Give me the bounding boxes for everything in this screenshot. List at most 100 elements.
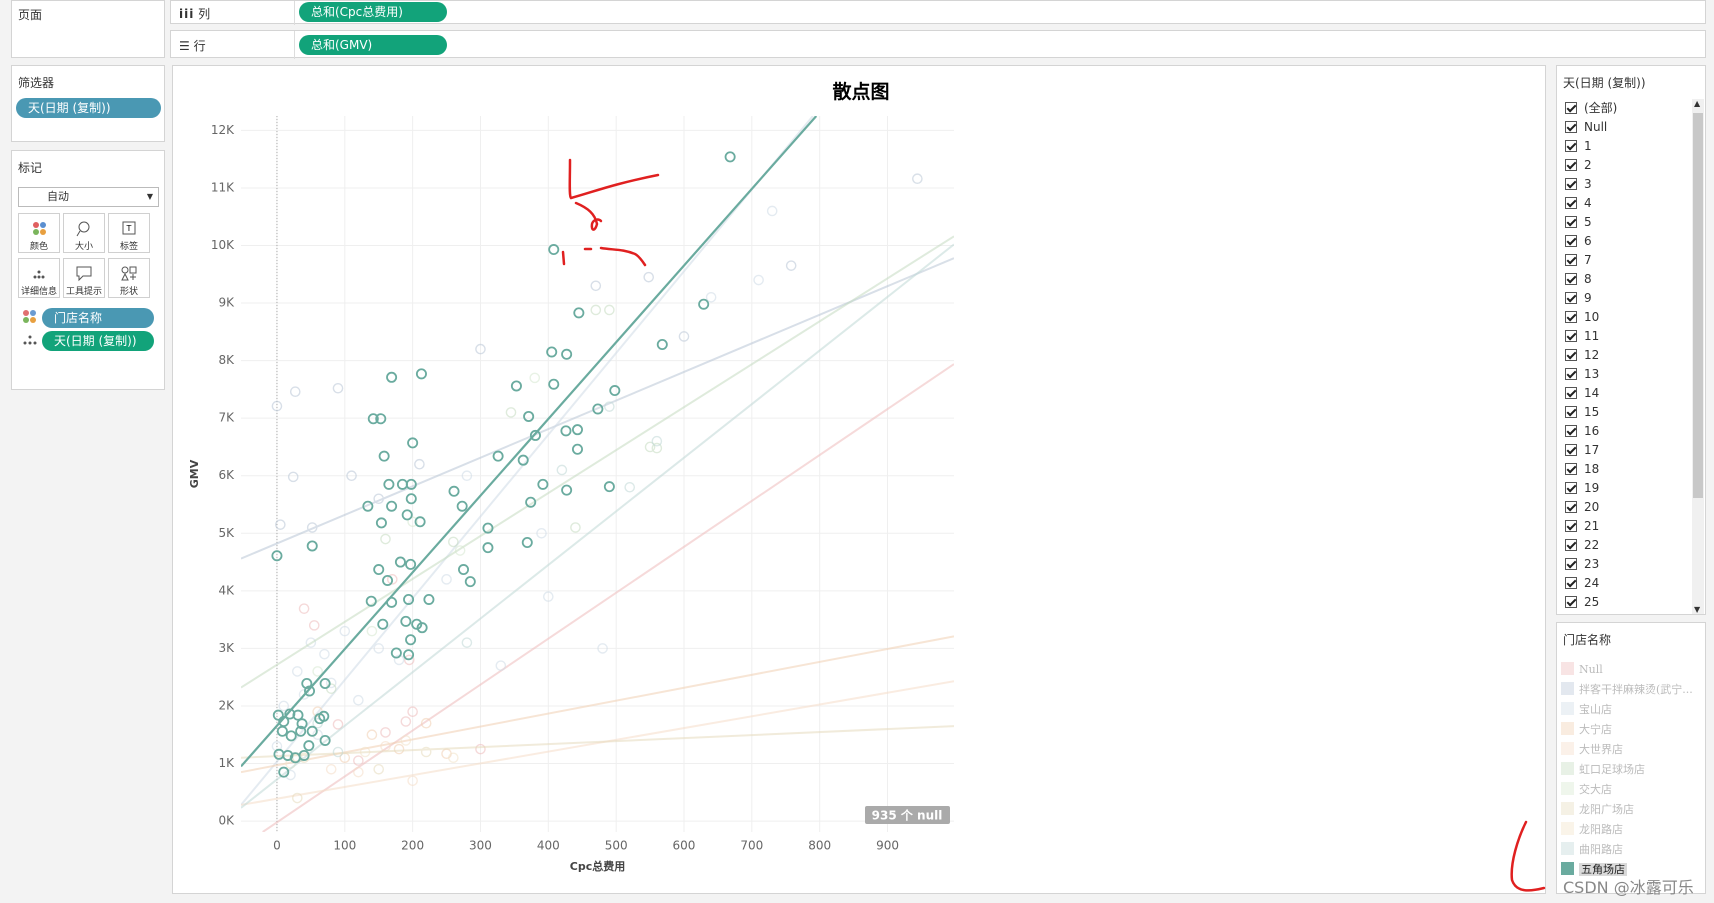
filter-item[interactable]: 4	[1565, 194, 1592, 213]
mark-button[interactable]: T 标签	[108, 213, 150, 253]
scroll-thumb[interactable]	[1693, 113, 1703, 498]
point	[592, 403, 604, 415]
checkbox[interactable]	[1565, 539, 1577, 551]
legend-item[interactable]: 龙阳广场店	[1561, 801, 1705, 819]
checkbox[interactable]	[1565, 197, 1577, 209]
point	[380, 727, 391, 738]
series	[241, 680, 954, 806]
filter-item[interactable]: 3	[1565, 175, 1592, 194]
scrollbar[interactable]: ▲ ▼	[1692, 99, 1704, 614]
rows-pill[interactable]: 总和(GMV)	[299, 35, 447, 55]
filter-item[interactable]: 20	[1565, 498, 1599, 517]
mark-field-pill[interactable]: 门店名称	[42, 308, 154, 328]
legend-item[interactable]: 交大店	[1561, 781, 1705, 799]
filter-item[interactable]: 2	[1565, 156, 1592, 175]
point	[461, 470, 473, 482]
mark-type: 自动	[47, 190, 69, 203]
point	[332, 382, 344, 394]
checkbox[interactable]	[1565, 178, 1577, 190]
checkbox[interactable]	[1565, 501, 1577, 513]
scroll-up[interactable]: ▲	[1694, 99, 1701, 108]
mark-button[interactable]: 工具提示	[63, 258, 105, 298]
checkbox[interactable]	[1565, 330, 1577, 342]
filter-item[interactable]: 18	[1565, 460, 1599, 479]
point	[325, 763, 337, 775]
checkbox[interactable]	[1565, 463, 1577, 475]
checkbox[interactable]	[1565, 444, 1577, 456]
filter-item[interactable]: 13	[1565, 365, 1599, 384]
point	[561, 484, 573, 496]
filter-item[interactable]: 24	[1565, 574, 1599, 593]
checkbox[interactable]	[1565, 368, 1577, 380]
checkbox[interactable]	[1565, 520, 1577, 532]
point	[456, 500, 468, 512]
legend-item[interactable]: 大宁店	[1561, 721, 1705, 739]
filter-item[interactable]: 14	[1565, 384, 1599, 403]
filter-item[interactable]: 1	[1565, 137, 1592, 156]
checkbox[interactable]	[1565, 387, 1577, 399]
checkbox[interactable]	[1565, 406, 1577, 418]
checkbox[interactable]	[1565, 254, 1577, 266]
filter-item[interactable]: 21	[1565, 517, 1599, 536]
checkbox[interactable]	[1565, 292, 1577, 304]
filter-item[interactable]: 12	[1565, 346, 1599, 365]
checkbox[interactable]	[1565, 425, 1577, 437]
mark-icon	[76, 266, 92, 282]
filter-item[interactable]: 22	[1565, 536, 1599, 555]
filter-item[interactable]: 23	[1565, 555, 1599, 574]
checkbox[interactable]	[1565, 558, 1577, 570]
filter-item[interactable]: 15	[1565, 403, 1599, 422]
point	[332, 719, 344, 730]
legend-item[interactable]: 曲阳路店	[1561, 841, 1705, 859]
filter-item[interactable]: (全部)	[1565, 99, 1617, 118]
x-tick-label: 200	[401, 839, 424, 853]
filter-item-label: 13	[1584, 367, 1600, 381]
checkbox[interactable]	[1565, 311, 1577, 323]
checkbox[interactable]	[1565, 102, 1577, 114]
checkbox[interactable]	[1565, 596, 1577, 608]
filter-item[interactable]: 9	[1565, 289, 1592, 308]
x-tick-label: 0	[273, 839, 281, 853]
filter-item[interactable]: 16	[1565, 422, 1599, 441]
filter-item[interactable]: Null	[1565, 118, 1607, 137]
filter-item[interactable]: 19	[1565, 479, 1599, 498]
legend-item[interactable]: 虹口足球场店	[1561, 761, 1705, 779]
checkbox[interactable]	[1565, 273, 1577, 285]
mark-field-pill[interactable]: 天(日期 (复制))	[42, 331, 154, 351]
checkbox[interactable]	[1565, 121, 1577, 133]
point	[678, 331, 690, 342]
filter-item[interactable]: 6	[1565, 232, 1592, 251]
point	[308, 620, 320, 631]
checkbox[interactable]	[1565, 235, 1577, 247]
filter-item[interactable]: 5	[1565, 213, 1592, 232]
mark-button[interactable]: 形状	[108, 258, 150, 298]
filter-item[interactable]: 10	[1565, 308, 1599, 327]
mark-type-dropdown[interactable]: 自动 ▼	[18, 187, 159, 207]
checkbox[interactable]	[1565, 577, 1577, 589]
field-icon	[22, 332, 38, 351]
checkbox[interactable]	[1565, 349, 1577, 361]
scroll-down[interactable]: ▼	[1694, 605, 1701, 614]
legend-item[interactable]: Null	[1561, 661, 1705, 679]
legend-item[interactable]: 大世界店	[1561, 741, 1705, 759]
filter-pill[interactable]: 天(日期 (复制))	[16, 98, 161, 118]
columns-pill[interactable]: 总和(Cpc总费用)	[299, 2, 447, 22]
legend-item[interactable]: 宝山店	[1561, 701, 1705, 719]
point	[325, 683, 337, 694]
filter-item[interactable]: 7	[1565, 251, 1592, 270]
mark-button[interactable]: 大小	[63, 213, 105, 253]
legend-item[interactable]: 龙阳路店	[1561, 821, 1705, 839]
legend-item[interactable]: 五角场店	[1561, 861, 1705, 879]
checkbox[interactable]	[1565, 482, 1577, 494]
filter-item[interactable]: 8	[1565, 270, 1592, 289]
filter-item[interactable]: 17	[1565, 441, 1599, 460]
checkbox[interactable]	[1565, 216, 1577, 228]
mark-button[interactable]: 详细信息	[18, 258, 60, 298]
checkbox[interactable]	[1565, 140, 1577, 152]
filter-item[interactable]: 25	[1565, 593, 1599, 612]
checkbox[interactable]	[1565, 159, 1577, 171]
filter-item[interactable]: 11	[1565, 327, 1599, 346]
mark-button[interactable]: 颜色	[18, 213, 60, 253]
legend-item[interactable]: 拌客干拌麻辣烫(武宁...	[1561, 681, 1705, 699]
